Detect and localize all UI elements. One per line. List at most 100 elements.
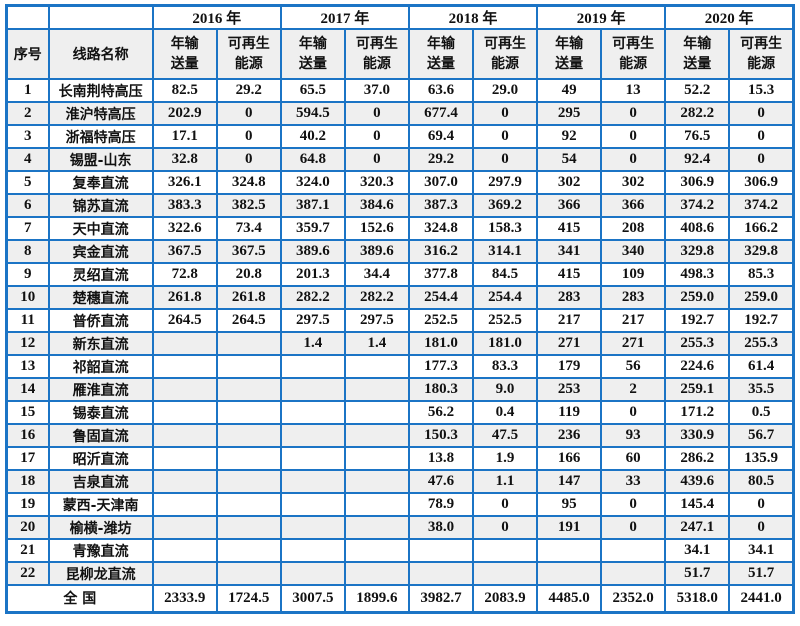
value-cell: 9.0 <box>471 377 539 402</box>
value-cell: 29.0 <box>471 78 539 103</box>
value-cell: 15.3 <box>728 78 795 103</box>
value-cell: 73.4 <box>215 216 282 241</box>
value-cell <box>215 446 282 471</box>
value-cell: 408.6 <box>664 216 731 241</box>
value-cell <box>151 469 218 494</box>
value-cell: 0 <box>728 101 795 126</box>
value-cell: 255.3 <box>664 331 731 356</box>
row-number-cell: 4 <box>5 147 50 172</box>
table-row: 13 祁韶直流 177.3 83.3 179 56 224.6 61.4 <box>5 354 795 379</box>
value-cell: 254.4 <box>407 285 475 310</box>
serial-header: 序号 <box>5 28 50 80</box>
line-name-cell: 祁韶直流 <box>47 354 154 379</box>
value-cell: 0 <box>471 124 539 149</box>
total-value-cell: 2441.0 <box>728 584 795 613</box>
value-cell <box>215 400 282 425</box>
value-cell: 47.6 <box>407 469 475 494</box>
value-cell: 1.4 <box>279 331 346 356</box>
table-row: 4 锡盟-山东 32.8 0 64.8 0 29.2 0 54 0 92.4 0 <box>5 147 795 172</box>
value-cell: 498.3 <box>664 262 731 287</box>
year-header-4: 2020 年 <box>664 4 795 30</box>
value-cell <box>215 515 282 540</box>
value-cell: 415 <box>536 216 603 241</box>
header-sub-row: 序号 线路名称 年输 送量 可再生 能源 年输 送量 可再生 能源 年输 送量 可再生 能源年… <box>5 28 795 80</box>
value-cell <box>215 377 282 402</box>
table-row: 19 蒙西-天津南 78.9 0 95 0 145.4 0 <box>5 492 795 517</box>
value-cell: 255.3 <box>728 331 795 356</box>
value-cell <box>151 515 218 540</box>
table-row: 1 长南荆特高压 82.5 29.2 65.5 37.0 63.6 29.0 49 13 52.2 1… <box>5 78 795 103</box>
value-cell: 54 <box>536 147 603 172</box>
line-name-cell: 昭沂直流 <box>47 446 154 471</box>
value-cell <box>151 400 218 425</box>
value-cell <box>151 377 218 402</box>
table-row: 14 雁淮直流 180.3 9.0 253 2 259.1 35.5 <box>5 377 795 402</box>
table-row: 10 楚穗直流 261.8 261.8 282.2 282.2 254.4 254.4 283 2… <box>5 285 795 310</box>
value-cell: 61.4 <box>728 354 795 379</box>
table-head: 2016 年 2017 年 2018 年 2019 年 2020 年序号 线路名称 年输 送… <box>5 4 795 80</box>
corner-line-cell <box>47 4 154 30</box>
value-cell: 191 <box>536 515 603 540</box>
value-cell: 2 <box>600 377 667 402</box>
value-cell <box>279 446 346 471</box>
value-cell: 192.7 <box>728 308 795 333</box>
total-value-cell: 3982.7 <box>407 584 475 613</box>
line-name-cell: 新东直流 <box>47 331 154 356</box>
value-cell: 158.3 <box>471 216 539 241</box>
value-cell <box>343 469 410 494</box>
value-cell: 0 <box>215 147 282 172</box>
value-cell: 259.0 <box>664 285 731 310</box>
row-number-cell: 10 <box>5 285 50 310</box>
value-cell: 56 <box>600 354 667 379</box>
table-row: 3 浙福特高压 17.1 0 40.2 0 69.4 0 92 0 76.5 0 <box>5 124 795 149</box>
table-row: 8 宾金直流 367.5 367.5 389.6 389.6 316.2 314.1 341 34… <box>5 239 795 264</box>
value-cell: 64.8 <box>279 147 346 172</box>
total-value-cell: 2352.0 <box>600 584 667 613</box>
value-cell <box>343 446 410 471</box>
value-cell <box>151 492 218 517</box>
value-cell: 34.4 <box>343 262 410 287</box>
value-cell: 0 <box>471 101 539 126</box>
transmission-header-0: 年输 送量 <box>151 28 218 80</box>
value-cell <box>215 423 282 448</box>
value-cell: 307.0 <box>407 170 475 195</box>
row-number-cell: 5 <box>5 170 50 195</box>
line-name-cell: 长南荆特高压 <box>47 78 154 103</box>
value-cell <box>215 469 282 494</box>
value-cell: 152.6 <box>343 216 410 241</box>
value-cell: 389.6 <box>343 239 410 264</box>
value-cell <box>600 538 667 563</box>
value-cell: 297.5 <box>343 308 410 333</box>
row-number-cell: 8 <box>5 239 50 264</box>
value-cell: 0.5 <box>728 400 795 425</box>
value-cell: 415 <box>536 262 603 287</box>
value-cell: 82.5 <box>151 78 218 103</box>
value-cell: 283 <box>536 285 603 310</box>
table-row: 16 鲁固直流 150.3 47.5 236 93 330.9 56.7 <box>5 423 795 448</box>
row-number-cell: 18 <box>5 469 50 494</box>
table-row: 11 普侨直流 264.5 264.5 297.5 297.5 252.5 252.5 217 2… <box>5 308 795 333</box>
renewable-header-1: 可再生 能源 <box>343 28 410 80</box>
value-cell: 236 <box>536 423 603 448</box>
value-cell: 150.3 <box>407 423 475 448</box>
table-row: 18 吉泉直流 47.6 1.1 147 33 439.6 80.5 <box>5 469 795 494</box>
value-cell <box>215 538 282 563</box>
value-cell: 302 <box>600 170 667 195</box>
row-number-cell: 20 <box>5 515 50 540</box>
value-cell: 369.2 <box>471 193 539 218</box>
value-cell: 109 <box>600 262 667 287</box>
value-cell <box>215 331 282 356</box>
line-name-cell: 楚穗直流 <box>47 285 154 310</box>
value-cell: 135.9 <box>728 446 795 471</box>
table-row: 22 昆柳龙直流 51.7 51.7 <box>5 561 795 586</box>
value-cell <box>279 492 346 517</box>
row-number-cell: 6 <box>5 193 50 218</box>
line-name-cell: 宾金直流 <box>47 239 154 264</box>
value-cell: 29.2 <box>215 78 282 103</box>
line-name-cell: 淮沪特高压 <box>47 101 154 126</box>
value-cell: 0 <box>600 147 667 172</box>
value-cell: 366 <box>536 193 603 218</box>
value-cell <box>407 561 475 586</box>
value-cell: 119 <box>536 400 603 425</box>
